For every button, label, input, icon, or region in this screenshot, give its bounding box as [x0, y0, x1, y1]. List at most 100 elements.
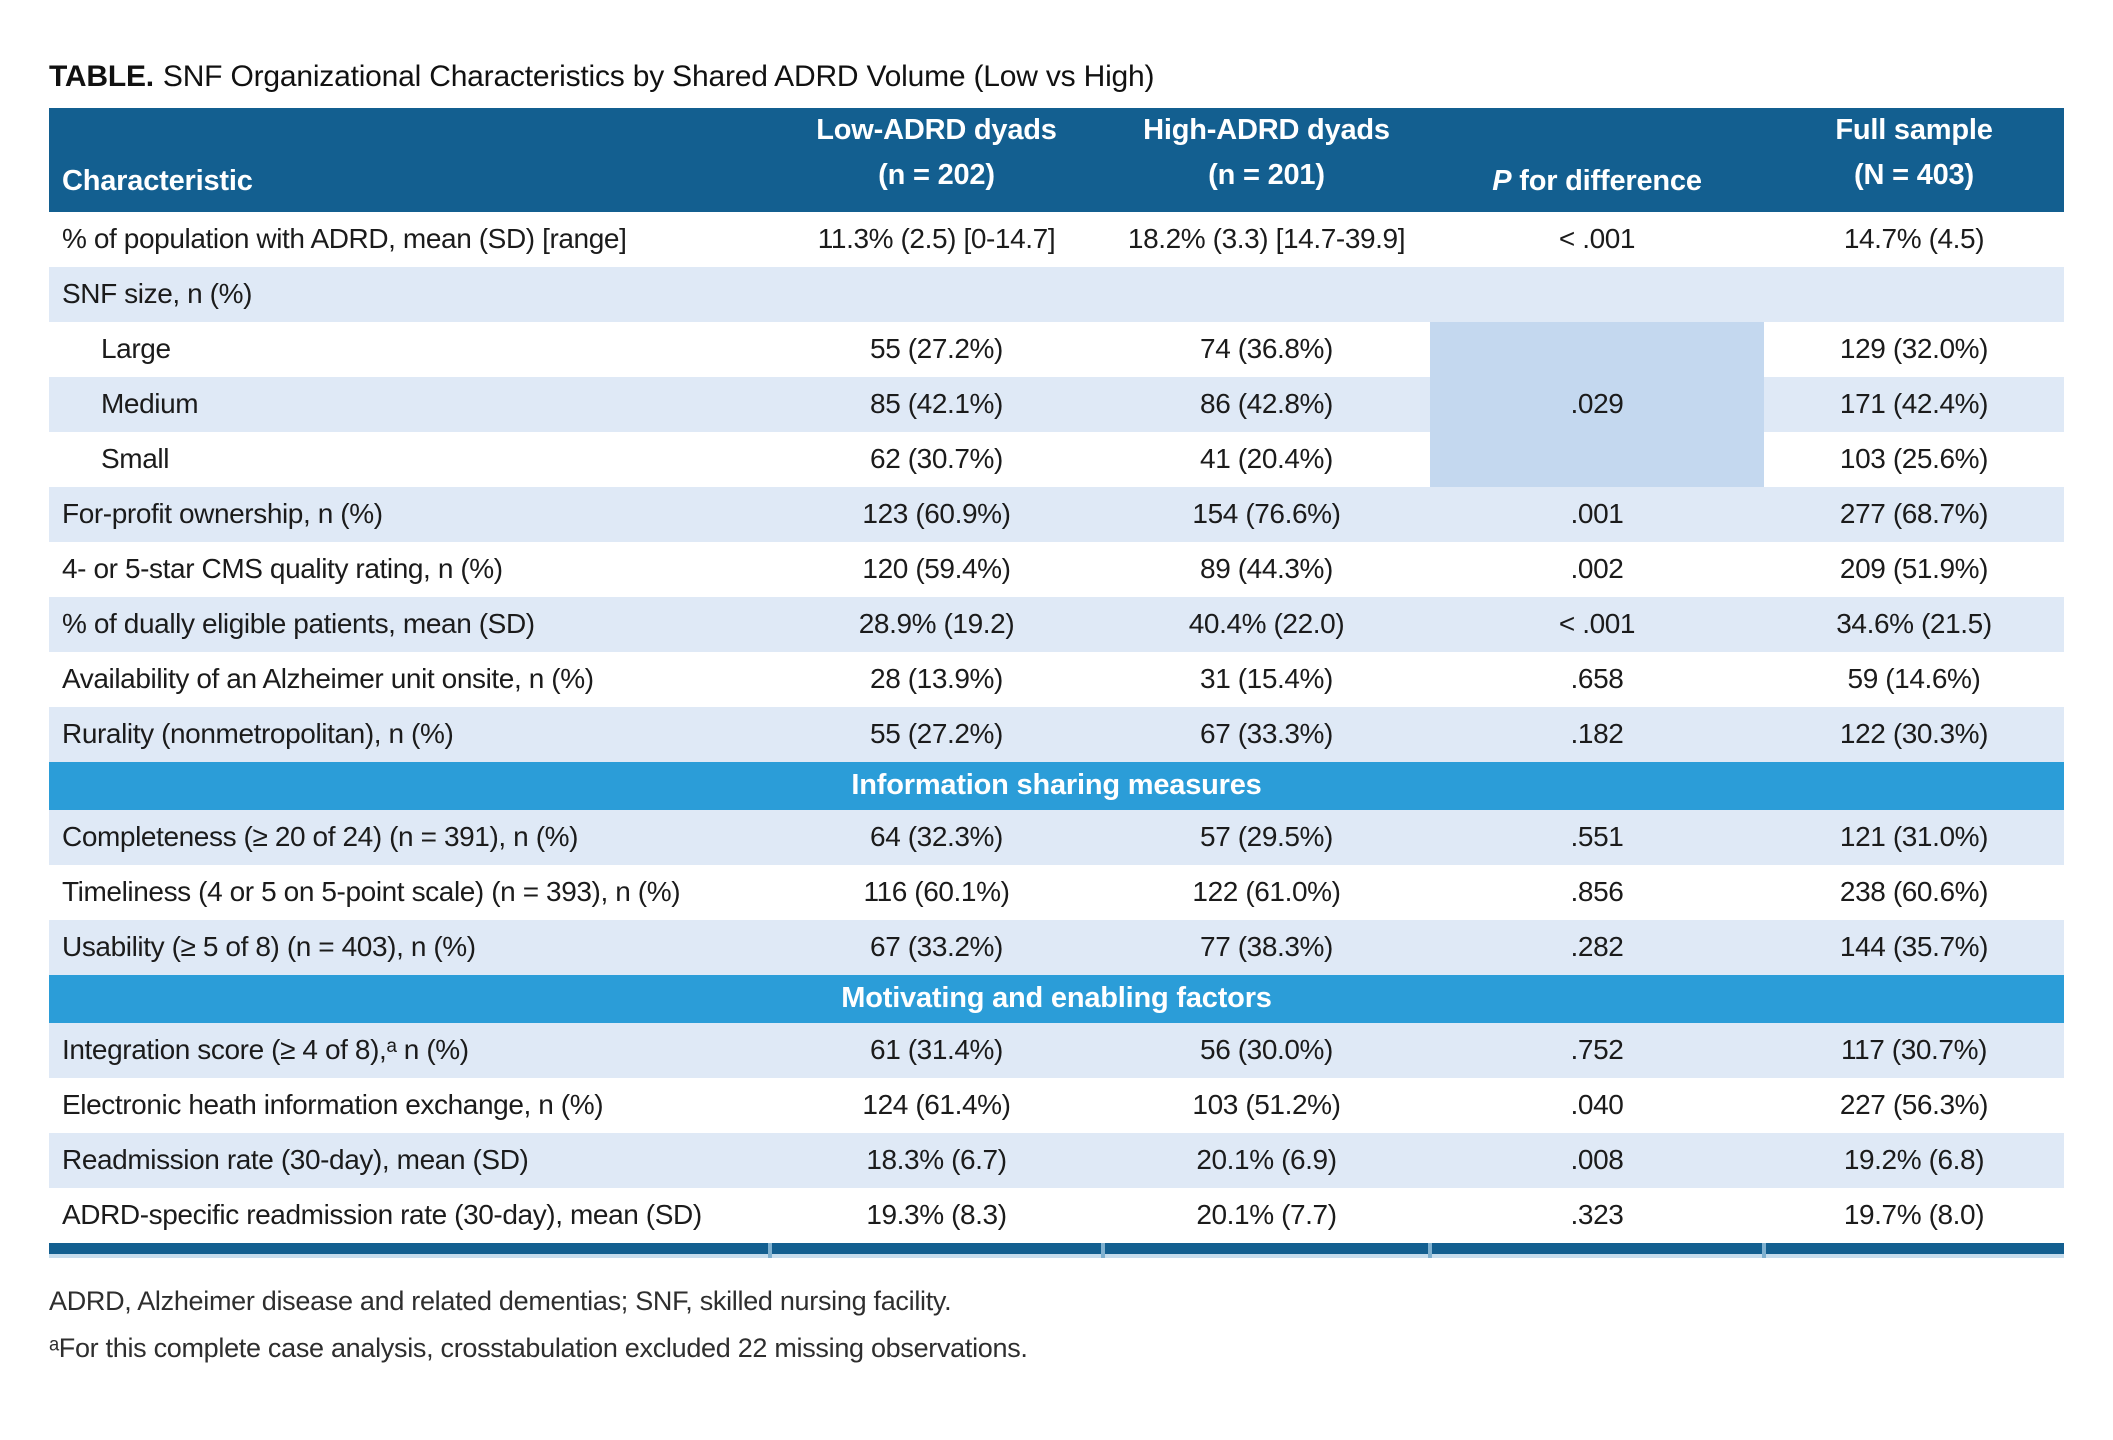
low-adrd-cell: 123 (60.9%) — [770, 486, 1103, 542]
high-adrd-cell: 122 (61.0%) — [1192, 876, 1341, 908]
low-adrd-cell: 124 (61.4%) — [862, 1089, 1011, 1121]
low-adrd-cell: 55 (27.2%) — [870, 333, 1003, 365]
full-sample-cell: 19.7% (8.0) — [1843, 1199, 1985, 1231]
characteristic-cell: SNF size, n (%) — [49, 266, 2064, 322]
full-sample-cell: 122 (30.3%) — [1764, 706, 2064, 762]
table-row: Readmission rate (30-day), mean (SD) 18.3… — [49, 1132, 2064, 1188]
full-sample-cell: 19.2% (6.8) — [1764, 1132, 2064, 1188]
header-high-adrd-line1: High-ADRD dyads — [1143, 114, 1390, 146]
header-full-sample: Full sample (N = 403) — [1764, 108, 2064, 212]
full-sample-cell: 14.7% (4.5) — [1843, 223, 1985, 255]
footer-bar-separator — [768, 1242, 772, 1258]
table-row: ADRD-specific readmission rate (30-day),… — [49, 1188, 2064, 1243]
full-sample-cell: 34.6% (21.5) — [1764, 596, 2064, 652]
full-sample-cell: 144 (35.7%) — [1764, 919, 2064, 975]
full-sample-cell: 277 (68.7%) — [1764, 486, 2064, 542]
table-row: 4- or 5-star CMS quality rating, n (%) 12… — [49, 542, 2064, 597]
characteristic-cell: % of population with ADRD, mean (SD) [ra… — [62, 223, 627, 255]
footnote-abbreviations: ADRD, Alzheimer disease and related deme… — [49, 1285, 952, 1316]
table-footer-bar — [49, 1242, 2064, 1258]
full-sample-cell: 209 (51.9%) — [1839, 553, 1989, 585]
table-row: For-profit ownership, n (%) 123 (60.9%) 15… — [49, 486, 2064, 542]
p-value-cell: .001 — [1430, 486, 1764, 542]
table-row: Small 62 (30.7%) 41 (20.4%) 103 (25.6%) — [49, 432, 2064, 487]
footer-bar-separator — [1101, 1242, 1105, 1258]
low-adrd-cell: 28 (13.9%) — [870, 663, 1003, 695]
characteristic-cell: 4- or 5-star CMS quality rating, n (%) — [62, 553, 503, 585]
low-adrd-cell: 11.3% (2.5) [0-14.7] — [817, 223, 1056, 255]
snf-characteristics-table: Characteristic Low-ADRD dyads (n = 202) … — [49, 108, 2064, 1243]
high-adrd-cell: 67 (33.3%) — [1103, 706, 1430, 762]
characteristic-cell: Availability of an Alzheimer unit onsite… — [62, 663, 594, 695]
high-adrd-cell: 40.4% (22.0) — [1103, 596, 1430, 652]
characteristic-cell: Rurality (nonmetropolitan), n (%) — [49, 706, 770, 762]
table-title: TABLE. SNF Organizational Characteristics… — [49, 60, 2064, 94]
table-header: Characteristic Low-ADRD dyads (n = 202) … — [49, 108, 2064, 212]
p-value-cell: .182 — [1430, 706, 1764, 762]
header-p-symbol: P — [1492, 164, 1512, 197]
p-value-cell: < .001 — [1558, 223, 1636, 255]
header-high-adrd-line2: (n = 201) — [1208, 158, 1325, 191]
p-value-cell: .282 — [1430, 919, 1764, 975]
p-value-cell: .002 — [1570, 553, 1624, 585]
p-value-cell: .856 — [1570, 876, 1624, 908]
characteristic-cell: Readmission rate (30-day), mean (SD) — [49, 1132, 770, 1188]
header-low-adrd-line1: Low-ADRD dyads — [816, 114, 1057, 146]
high-adrd-cell: 57 (29.5%) — [1103, 809, 1430, 865]
high-adrd-cell: 154 (76.6%) — [1103, 486, 1430, 542]
section-title: Information sharing measures — [49, 761, 2064, 810]
characteristic-cell: Medium — [49, 376, 770, 432]
p-value-cell: .008 — [1430, 1132, 1764, 1188]
low-adrd-cell: 18.3% (6.7) — [770, 1132, 1103, 1188]
characteristic-cell: Small — [101, 443, 170, 475]
high-adrd-cell: 103 (51.2%) — [1192, 1089, 1341, 1121]
high-adrd-cell: 74 (36.8%) — [1200, 333, 1333, 365]
high-adrd-cell: 56 (30.0%) — [1103, 1022, 1430, 1078]
characteristic-cell: ADRD-specific readmission rate (30-day),… — [62, 1199, 702, 1231]
full-sample-cell: 171 (42.4%) — [1764, 376, 2064, 432]
low-adrd-cell: 28.9% (19.2) — [770, 596, 1103, 652]
p-value-cell: .551 — [1430, 809, 1764, 865]
low-adrd-cell: 61 (31.4%) — [770, 1022, 1103, 1078]
table-row: % of population with ADRD, mean (SD) [ra… — [49, 212, 2064, 267]
high-adrd-cell: 31 (15.4%) — [1200, 663, 1333, 695]
header-full-sample-line1: Full sample — [1835, 114, 1993, 146]
header-characteristic: Characteristic — [49, 108, 770, 212]
p-value-cell: .752 — [1430, 1022, 1764, 1078]
table-row: Usability (≥ 5 of 8) (n = 403), n (%) 67 … — [49, 919, 2064, 975]
p-value-cell: .040 — [1570, 1089, 1624, 1121]
high-adrd-cell: 89 (44.3%) — [1200, 553, 1333, 585]
low-adrd-cell: 64 (32.3%) — [770, 809, 1103, 865]
footer-bar-separator — [1428, 1242, 1432, 1258]
low-adrd-cell: 19.3% (8.3) — [866, 1199, 1007, 1231]
full-sample-cell: 121 (31.0%) — [1764, 809, 2064, 865]
characteristic-cell: Integration score (≥ 4 of 8),ᵃ n (%) — [49, 1022, 770, 1078]
header-low-adrd: Low-ADRD dyads (n = 202) — [770, 108, 1103, 212]
footnote-superscript-a: ᵃFor this complete case analysis, crosst… — [49, 1332, 1028, 1363]
table-row: Completeness (≥ 20 of 24) (n = 391), n (… — [49, 809, 2064, 865]
header-p-for-difference: P for difference — [1430, 108, 1764, 212]
page: TABLE. SNF Organizational Characteristics… — [0, 60, 2113, 1440]
section-header-row: Information sharing measures — [49, 761, 2064, 810]
low-adrd-cell: 116 (60.1%) — [863, 876, 1010, 908]
table-body: % of population with ADRD, mean (SD) [ra… — [49, 212, 2064, 1243]
full-sample-cell: 59 (14.6%) — [1847, 663, 1981, 695]
high-adrd-cell: 18.2% (3.3) [14.7-39.9] — [1127, 223, 1406, 255]
header-row: Characteristic Low-ADRD dyads (n = 202) … — [49, 108, 2064, 212]
p-value-cell: .323 — [1570, 1199, 1624, 1231]
p-value-cell: .029 — [1430, 321, 1764, 487]
full-sample-cell: 227 (56.3%) — [1839, 1089, 1989, 1121]
high-adrd-cell: 41 (20.4%) — [1200, 443, 1333, 475]
characteristic-cell: Electronic heath information exchange, n… — [62, 1089, 604, 1121]
header-high-adrd: High-ADRD dyads (n = 201) — [1103, 108, 1430, 212]
high-adrd-cell: 20.1% (6.9) — [1103, 1132, 1430, 1188]
footnotes: ADRD, Alzheimer disease and related deme… — [49, 1286, 2064, 1364]
low-adrd-cell: 55 (27.2%) — [770, 706, 1103, 762]
high-adrd-cell: 77 (38.3%) — [1103, 919, 1430, 975]
p-value-cell: < .001 — [1430, 596, 1764, 652]
table-row: Rurality (nonmetropolitan), n (%) 55 (27.… — [49, 706, 2064, 762]
table-row: Integration score (≥ 4 of 8),ᵃ n (%) 61 (… — [49, 1022, 2064, 1078]
characteristic-cell: Completeness (≥ 20 of 24) (n = 391), n (… — [49, 809, 770, 865]
table-title-prefix: TABLE. — [49, 60, 154, 93]
footer-bar-separator — [1762, 1242, 1766, 1258]
